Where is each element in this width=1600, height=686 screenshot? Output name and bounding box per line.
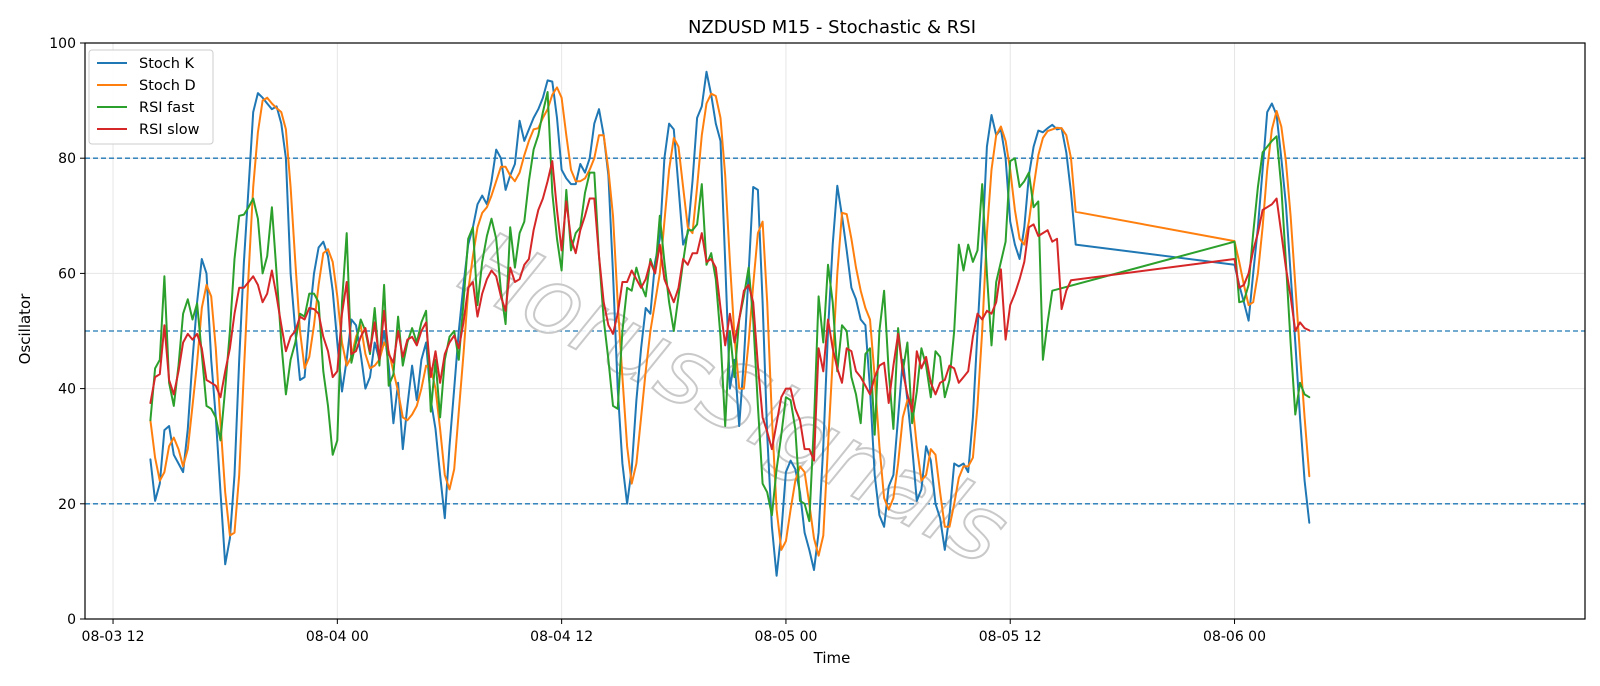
x-axis-label: Time [813,649,851,667]
y-tick-label: 20 [58,497,76,513]
x-tick-label: 08-05 12 [979,629,1042,645]
x-axis-ticks: 08-03 12 08-04 00 08-04 12 08-05 00 08-05 12… [82,619,1266,645]
y-tick-label: 40 [58,382,76,398]
legend-label-stoch-k: Stoch K [139,56,195,72]
x-tick-label: 08-06 00 [1203,629,1266,645]
x-tick-label: 08-05 00 [754,629,817,645]
legend-label-stoch-d: Stoch D [139,78,196,94]
legend: Stoch K Stoch D RSI fast RSI slow [88,49,214,145]
y-axis-ticks: 0 20 40 60 80 100 [49,36,85,628]
legend-label-rsi-slow: RSI slow [139,122,200,138]
series [149,70,1311,577]
x-tick-label: 08-04 00 [306,629,369,645]
plot-frame [84,42,1586,620]
x-tick-label: 08-03 12 [82,629,145,645]
chart-title: NZDUSD M15 - Stochastic & RSI [688,17,976,38]
threshold-lines [85,157,1585,505]
y-tick-label: 60 [58,266,76,282]
series-line-rsi-slow [149,160,1311,462]
y-tick-label: 80 [58,151,76,167]
series-line-stoch-k [149,70,1311,577]
y-tick-label: 100 [49,36,76,52]
y-axis-label: Oscillator [16,293,34,365]
series-line-stoch-d [149,86,1311,557]
y-tick-label: 0 [67,612,76,628]
legend-box [88,49,214,145]
series-line-rsi-fast [149,91,1311,523]
legend-label-rsi-fast: RSI fast [139,100,195,116]
x-tick-label: 08-04 12 [530,629,593,645]
